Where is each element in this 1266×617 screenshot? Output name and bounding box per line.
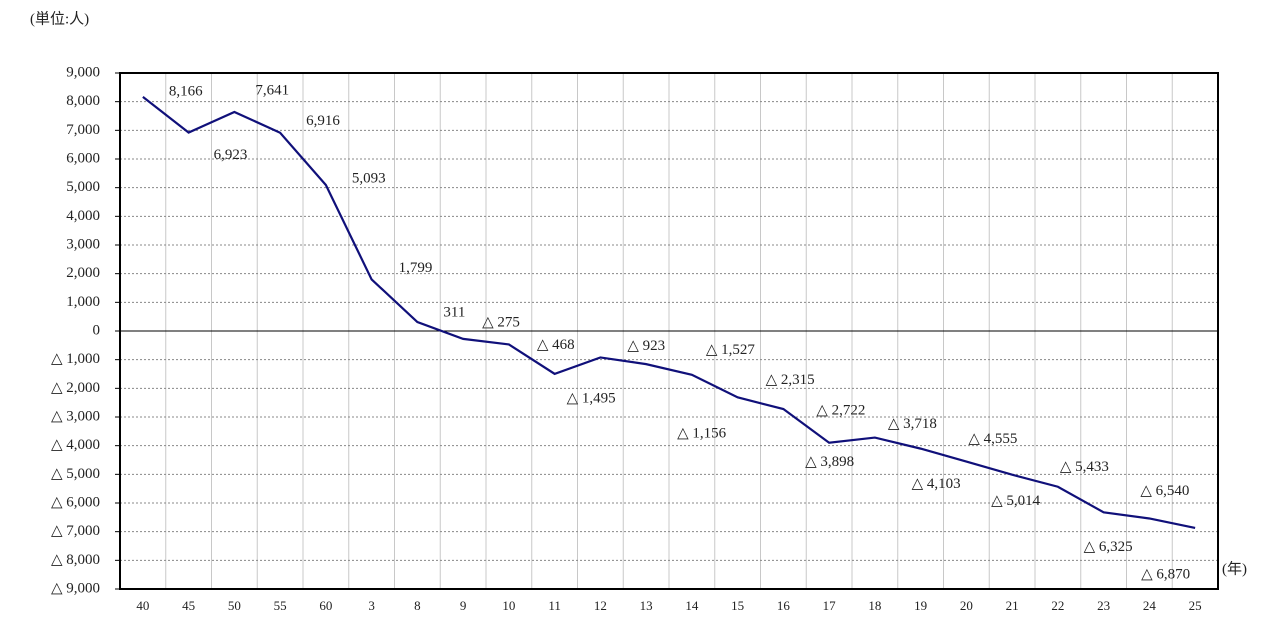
x-axis-label: (年) [1222, 560, 1247, 577]
y-tick-label: △ 7,000 [51, 523, 100, 539]
data-label: 8,166 [169, 83, 203, 99]
data-label: △ 5,433 [1060, 459, 1109, 475]
data-label: △ 1,495 [567, 390, 616, 406]
data-label: △ 6,325 [1084, 539, 1133, 555]
x-tick-label: 13 [640, 598, 653, 613]
y-tick-label: △ 3,000 [51, 408, 100, 424]
x-tick-label: 18 [868, 598, 881, 613]
data-label: △ 1,527 [706, 342, 756, 358]
y-tick-label: 2,000 [66, 265, 100, 281]
data-label: △ 4,103 [912, 476, 961, 492]
x-tick-label: 15 [731, 598, 744, 613]
data-label: △ 3,718 [888, 416, 937, 432]
data-label: 6,916 [306, 113, 340, 129]
x-tick-label: 14 [685, 598, 699, 613]
y-tick-label: 3,000 [66, 236, 100, 252]
y-tick-label: 8,000 [66, 93, 100, 109]
x-tick-label: 8 [414, 598, 421, 613]
x-tick-label: 17 [823, 598, 837, 613]
x-tick-label: 12 [594, 598, 607, 613]
data-label: △ 275 [482, 314, 520, 330]
y-tick-label: △ 2,000 [51, 380, 100, 396]
x-tick-label: 19 [914, 598, 927, 613]
x-tick-label: 16 [777, 598, 791, 613]
x-tick-label: 55 [274, 598, 287, 613]
data-label: 311 [443, 305, 465, 321]
data-label: △ 2,722 [816, 402, 865, 418]
data-label: △ 4,555 [968, 431, 1017, 447]
plot-frame [119, 72, 1219, 590]
y-tick-label: 6,000 [66, 150, 100, 166]
data-label: △ 468 [537, 337, 575, 353]
data-label: 5,093 [352, 170, 386, 186]
data-label: △ 6,870 [1141, 566, 1190, 582]
y-tick-label: 9,000 [66, 64, 100, 80]
y-axis-label: (単位:人) [30, 10, 89, 27]
data-label: 7,641 [255, 82, 289, 98]
y-tick-label: △ 8,000 [51, 552, 100, 568]
y-tick-label: 5,000 [66, 179, 100, 195]
x-tick-label: 25 [1189, 598, 1202, 613]
x-tick-label: 60 [319, 598, 332, 613]
x-tick-label: 40 [136, 598, 149, 613]
x-tick-label: 10 [502, 598, 515, 613]
data-label: △ 6,540 [1140, 483, 1189, 499]
y-tick-label: △ 5,000 [51, 466, 100, 482]
x-tick-label: 45 [182, 598, 195, 613]
x-tick-label: 3 [368, 598, 375, 613]
line-series [142, 96, 1196, 530]
y-tick-label: △ 9,000 [51, 580, 100, 596]
x-tick-label: 9 [460, 598, 467, 613]
y-tick-label: 7,000 [66, 122, 100, 138]
y-tick-label: △ 4,000 [51, 437, 100, 453]
data-label: △ 5,014 [991, 493, 1041, 509]
data-label: 6,923 [214, 147, 248, 163]
data-label: △ 923 [627, 338, 665, 354]
x-tick-label: 11 [548, 598, 561, 613]
x-tick-label: 22 [1051, 598, 1064, 613]
data-label: △ 1,156 [677, 426, 727, 442]
y-tick-label: 1,000 [66, 294, 100, 310]
x-tick-label: 21 [1006, 598, 1019, 613]
data-label: △ 2,315 [766, 372, 815, 388]
y-tick-label: 4,000 [66, 208, 100, 224]
x-tick-label: 20 [960, 598, 973, 613]
y-tick-label: 0 [93, 322, 101, 338]
data-label: 1,799 [399, 260, 433, 276]
x-tick-label: 50 [228, 598, 241, 613]
x-tick-label: 23 [1097, 598, 1110, 613]
x-tick-label: 24 [1143, 598, 1157, 613]
y-tick-label: △ 6,000 [51, 494, 100, 510]
data-label: △ 3,898 [805, 454, 854, 470]
y-tick-label: △ 1,000 [51, 351, 100, 367]
